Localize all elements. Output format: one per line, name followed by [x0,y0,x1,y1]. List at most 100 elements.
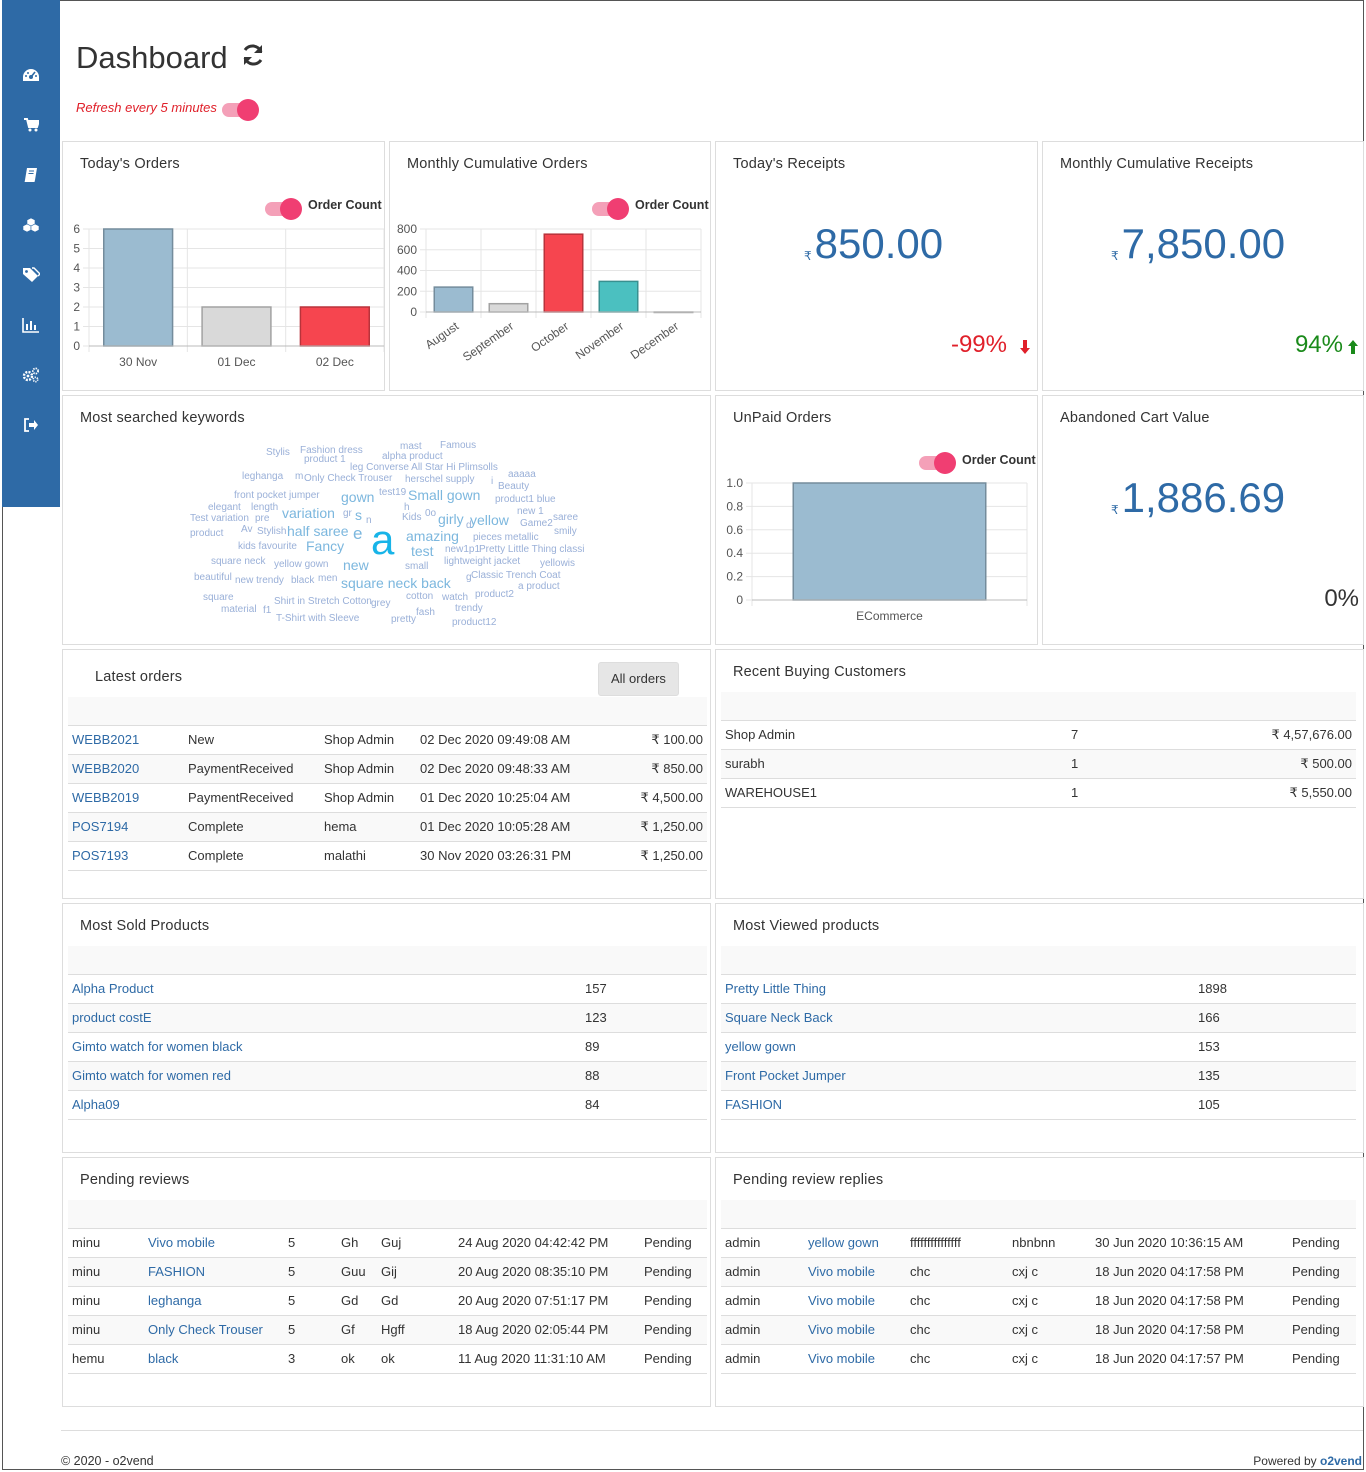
customer-amount: ₹ 500.00 [1207,748,1356,778]
reply-date: 18 Jun 2020 04:17:57 PM [1091,1343,1288,1374]
refresh-icon[interactable] [240,40,266,76]
header-cell [596,697,707,725]
abandoned-cart-panel: Abandoned Cart Value ₹1,886.69 0% [1042,395,1364,645]
order-count: 1 [1067,748,1207,778]
table-row: minu FASHION 5 Guu Gij 20 Aug 2020 08:35:10 P… [68,1256,707,1286]
table-row: Square Neck Back 166 [721,1002,1356,1032]
product-name-link[interactable]: Alpha Product [72,981,154,996]
y-tick-label: 1.0 [726,476,743,490]
order-date: 02 Dec 2020 09:48:33 AM [416,753,596,783]
reply-product-link[interactable]: Vivo mobile [808,1351,875,1366]
order-amount: ₹ 1,250.00 [596,811,707,841]
header-cell [337,1200,377,1228]
keyword-word: product1 blue [495,494,556,505]
table-row: Gimto watch for women red 88 [68,1060,707,1090]
recent-customers-table: Shop Admin 7 ₹ 4,57,676.00 surabh 1 ₹ 500.00 W… [721,692,1356,808]
order-id-link[interactable]: WEBB2021 [72,732,140,747]
header-cell [454,1200,640,1228]
product-name: Gimto watch for women red [68,1060,581,1090]
dashboard-icon[interactable] [19,63,43,87]
auto-refresh-toggle[interactable] [222,99,259,121]
reply-text: nbnbnn [1008,1227,1091,1257]
keyword-word: yellow [470,512,509,528]
keyword-word: length [251,502,279,513]
keyword-word: saree [553,512,579,523]
reply-user: admin [721,1285,804,1315]
table-row: yellow gown 153 [721,1031,1356,1061]
header-cell [184,697,320,725]
bar [201,306,272,347]
receipts-value: ₹7,850.00 [1111,220,1286,267]
y-tick-label: 0 [736,593,743,607]
brand-link[interactable]: o2vend [1319,1454,1362,1468]
reply-product-link[interactable]: yellow gown [808,1235,879,1250]
bar [299,306,371,347]
header-cell [721,1200,804,1228]
order-count-toggle[interactable] [919,452,956,474]
header-cell [377,1200,454,1228]
review-product-link[interactable]: Only Check Trouser [148,1322,263,1337]
reply-status: Pending [1288,1343,1356,1374]
table-row: admin yellow gown fffffffffffffff nbnbnn 30 … [721,1227,1356,1257]
product-name-link[interactable]: FASHION [725,1097,783,1112]
cart-icon[interactable] [19,113,43,137]
tags-icon[interactable] [19,263,43,287]
order-status: New [184,724,320,754]
keyword-word: g [466,572,472,583]
table-row: admin Vivo mobile chc cxj c 18 Jun 2020 04:1… [721,1256,1356,1286]
x-tick-label: August [423,319,462,352]
table-row: POS7193 Complete malathi 30 Nov 2020 03:26:… [68,840,707,871]
y-tick-label: 2 [73,300,80,314]
legend-label: Order Count [962,453,1036,467]
order-id-link[interactable]: POS7194 [72,819,129,834]
review-product-link[interactable]: FASHION [148,1264,206,1279]
keyword-word: mast [400,441,422,452]
product-name-link[interactable]: product costE [72,1010,152,1025]
order-id-link[interactable]: WEBB2019 [72,790,140,805]
order-amount: ₹ 4,500.00 [596,782,707,812]
view-count: 105 [1194,1089,1356,1120]
product-name-link[interactable]: Gimto watch for women black [72,1039,243,1054]
view-count: 166 [1194,1002,1356,1032]
order-id: WEBB2019 [68,782,184,812]
order-id-link[interactable]: POS7193 [72,848,129,863]
table-row: Alpha09 84 [68,1089,707,1120]
order-count: 1 [1067,777,1207,808]
unpaid-orders-panel: UnPaid Orders Order Count 0 0.2 0.4 0.6 0.8 1… [715,395,1038,645]
sign-out-icon[interactable] [19,413,43,437]
keyword-word: product2 [475,589,514,600]
view-count: 1898 [1194,973,1356,1003]
order-id: POS7193 [68,840,184,871]
order-count-toggle[interactable] [265,198,302,220]
todays-receipts-panel: Today's Receipts ₹850.00 -99% [715,141,1038,391]
book-icon[interactable] [19,163,43,187]
all-orders-button[interactable]: All orders [598,662,679,696]
cogs-icon[interactable] [19,363,43,387]
review-product-link[interactable]: black [148,1351,179,1366]
cubes-icon[interactable] [19,213,43,237]
order-count: 7 [1067,719,1207,749]
review-product-link[interactable]: Vivo mobile [148,1235,215,1250]
reply-product: Vivo mobile [804,1343,906,1374]
keyword-word: new1p1 [445,544,481,555]
order-id-link[interactable]: WEBB2020 [72,761,140,776]
order-status: Complete [184,811,320,841]
keyword-word: material [221,604,257,615]
latest-orders-panel: Latest orders All orders WEBB2021 New Shop… [62,649,711,899]
reply-product-link[interactable]: Vivo mobile [808,1322,875,1337]
product-name-link[interactable]: Gimto watch for women red [72,1068,231,1083]
review-product-link[interactable]: leghanga [148,1293,202,1308]
product-name-link[interactable]: yellow gown [725,1039,796,1054]
product-name-link[interactable]: Pretty Little Thing [725,981,826,996]
product-name-link[interactable]: Alpha09 [72,1097,120,1112]
reply-product-link[interactable]: Vivo mobile [808,1264,875,1279]
sold-count: 84 [581,1089,707,1120]
product-name-link[interactable]: Square Neck Back [725,1010,833,1025]
order-count-toggle[interactable] [592,198,629,220]
keyword-word: d [466,520,472,531]
reply-product-link[interactable]: Vivo mobile [808,1293,875,1308]
product-name-link[interactable]: Front Pocket Jumper [725,1068,846,1083]
keyword-word: Pretty Little Thing classi [479,544,585,555]
bar-chart-icon[interactable] [19,313,43,337]
keyword-word: pre [255,513,270,524]
